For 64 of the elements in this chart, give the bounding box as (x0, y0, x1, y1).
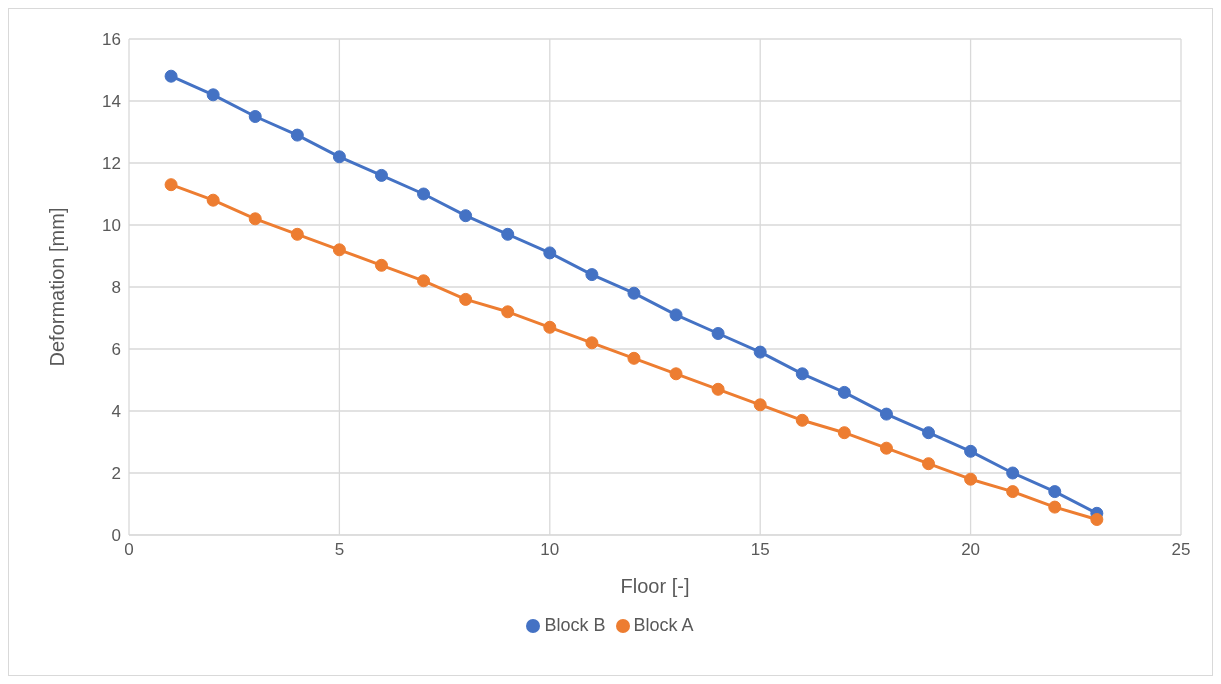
point (248, 212, 262, 226)
y-tick-label: 6 (111, 340, 121, 360)
point (795, 413, 809, 427)
point (879, 407, 893, 421)
point (627, 286, 641, 300)
point (417, 187, 431, 201)
y-tick-label: 16 (102, 30, 121, 50)
point (837, 426, 851, 440)
y-axis-title: Deformation [mm] (46, 207, 69, 367)
point (585, 336, 599, 350)
x-tick-label: 5 (334, 540, 345, 560)
x-tick-label: 10 (540, 540, 560, 560)
point (922, 426, 936, 440)
point (374, 168, 388, 182)
point (753, 345, 767, 359)
y-tick-label: 12 (102, 154, 121, 174)
point (837, 385, 851, 399)
point (164, 178, 178, 192)
point (1090, 513, 1104, 526)
y-tick-label: 4 (111, 402, 121, 422)
point (711, 327, 725, 340)
point (248, 110, 262, 123)
point (459, 209, 473, 223)
y-tick-label: 2 (111, 464, 121, 484)
y-tick-label: 0 (111, 526, 121, 546)
point (669, 367, 683, 381)
point (1048, 500, 1062, 514)
legend-label: Block B (544, 615, 606, 635)
point (964, 444, 978, 458)
point (879, 441, 893, 455)
point (290, 128, 304, 142)
point (374, 258, 388, 272)
x-tick-label: 15 (750, 540, 770, 560)
point (585, 268, 599, 282)
x-tick-label: 25 (1171, 540, 1191, 560)
point (206, 193, 220, 207)
point (501, 227, 515, 241)
point (164, 69, 178, 83)
point (627, 351, 641, 365)
point (711, 382, 725, 396)
point (922, 457, 936, 471)
point (753, 398, 767, 412)
point (332, 150, 346, 164)
x-tick-label: 20 (961, 540, 981, 560)
point (669, 308, 683, 322)
point (501, 305, 515, 319)
point (543, 320, 557, 334)
point (459, 292, 473, 306)
point (417, 274, 431, 288)
point (1006, 485, 1020, 499)
x-axis-title: Floor [-] (620, 575, 690, 597)
point (1006, 466, 1020, 480)
y-tick-label: 8 (111, 278, 121, 298)
legend-label: Block A (633, 615, 694, 635)
y-tick-label: 10 (102, 216, 121, 236)
point (543, 246, 557, 260)
point (964, 472, 978, 486)
point (206, 88, 220, 102)
y-tick-label: 14 (102, 92, 121, 112)
point (290, 227, 304, 241)
point (332, 243, 346, 257)
point (795, 367, 809, 381)
x-tick-label: 0 (124, 540, 134, 560)
point (1048, 485, 1062, 499)
